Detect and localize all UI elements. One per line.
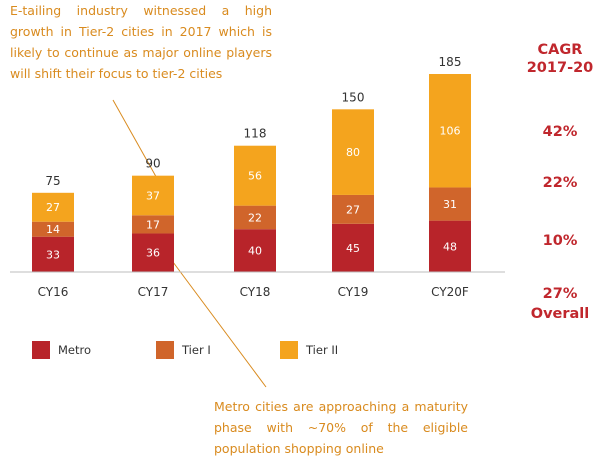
data-label-tier1-cy19: 27 [346,203,360,216]
total-label-cy18: 118 [244,127,267,141]
cagr-tier2: 42% [542,124,578,140]
bar-segment-metro-cy16 [32,236,74,272]
total-label-cy17: 90 [145,157,160,171]
cagr-metro: 10% [542,233,578,249]
data-label-tier1-cy18: 22 [248,211,262,224]
bar-segment-metro-cy20f [429,220,471,272]
data-label-metro-cy18: 40 [248,245,262,258]
cagr-header: CAGR [537,42,583,58]
bar-segment-tier2-cy20f [429,74,471,188]
bar-segment-tier2-cy19 [332,109,374,195]
x-axis-labels: CY16 CY17 CY18 CY19 CY20F [38,285,469,299]
bar-segment-metro-cy19 [332,223,374,272]
legend-item-tier2: Tier II [280,340,338,360]
legend-swatch-tier2 [280,341,298,359]
bar-segment-tier1-cy18 [234,205,276,230]
legend-label-metro: Metro [58,343,92,357]
cagr-overall-label: Overall [530,306,590,322]
bar-segment-tier2-cy16 [32,192,74,222]
bar-segment-metro-cy18 [234,229,276,272]
data-label-tier1-cy20f: 31 [443,198,457,211]
data-label-tier2-cy19: 80 [346,146,360,159]
total-label-cy16: 75 [45,174,60,188]
top-annotation: E-tailing industry witnessed a high grow… [10,3,272,81]
cagr-overall-value: 27% [542,286,578,302]
total-label-cy19: 150 [342,90,365,104]
legend-swatch-metro [32,341,50,359]
bar-segment-tier1-cy20f [429,187,471,221]
cagr-tier1: 22% [542,175,578,191]
data-label-tier2-cy17: 37 [146,189,160,202]
total-label-cy20f: 185 [439,55,462,69]
cagr-period: 2017-20 [526,60,594,76]
bar-segment-tier2-cy17 [132,175,174,216]
x-tick-label-cy16: CY16 [38,285,69,299]
x-tick-label-cy20f: CY20F [431,285,469,299]
data-label-metro-cy20f: 48 [443,240,457,253]
legend-item-metro: Metro [32,340,91,360]
data-label-metro-cy19: 45 [346,242,360,255]
bar-segment-tier1-cy17 [132,215,174,234]
legend-item-tier1: Tier I [156,340,211,360]
data-label-tier1-cy16: 14 [46,223,60,236]
bottom-annotation: Metro cities are approaching a maturity … [214,399,468,456]
data-label-tier2-cy16: 27 [46,201,60,214]
legend-label-tier2: Tier II [306,343,339,357]
bar-segment-tier2-cy18 [234,145,276,206]
bar-segment-tier1-cy19 [332,194,374,224]
x-tick-label-cy18: CY18 [240,285,271,299]
data-label-metro-cy16: 33 [46,248,60,261]
data-label-tier2-cy18: 56 [248,170,262,183]
data-label-tier2-cy20f: 106 [440,125,461,138]
x-tick-label-cy19: CY19 [338,285,369,299]
x-tick-label-cy17: CY17 [138,285,169,299]
data-label-metro-cy17: 36 [146,247,160,260]
bottom-note-pointer-line [169,257,267,388]
data-label-tier1-cy17: 17 [146,218,160,231]
legend-label-tier1: Tier I [182,343,211,357]
bar-segment-tier1-cy16 [32,221,74,237]
bar-segment-metro-cy17 [132,233,174,272]
legend-swatch-tier1 [156,341,174,359]
bars-group: 33 14 27 75 36 17 37 90 40 22 56 118 45 27 80 150 48 31 10… [32,55,471,272]
